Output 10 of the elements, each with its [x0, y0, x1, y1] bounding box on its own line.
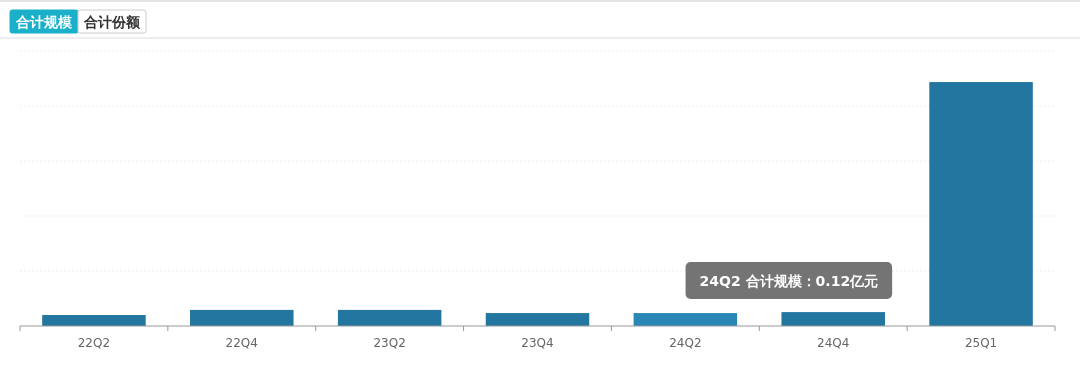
x-tick-label: 23Q4 [521, 336, 554, 350]
x-tick-label: 24Q4 [817, 336, 850, 350]
x-tick-label: 22Q4 [225, 336, 258, 350]
x-tick-label: 23Q2 [373, 336, 406, 350]
x-tick-label: 25Q1 [964, 336, 998, 350]
text: 合计规模 [15, 14, 73, 30]
text: 合计份额 [83, 14, 141, 30]
x-tick-label: 24Q2 [669, 336, 702, 350]
x-tick-label: 22Q2 [77, 336, 111, 350]
annotation: 24Q2 合计规模：0.12亿元 [699, 273, 879, 289]
